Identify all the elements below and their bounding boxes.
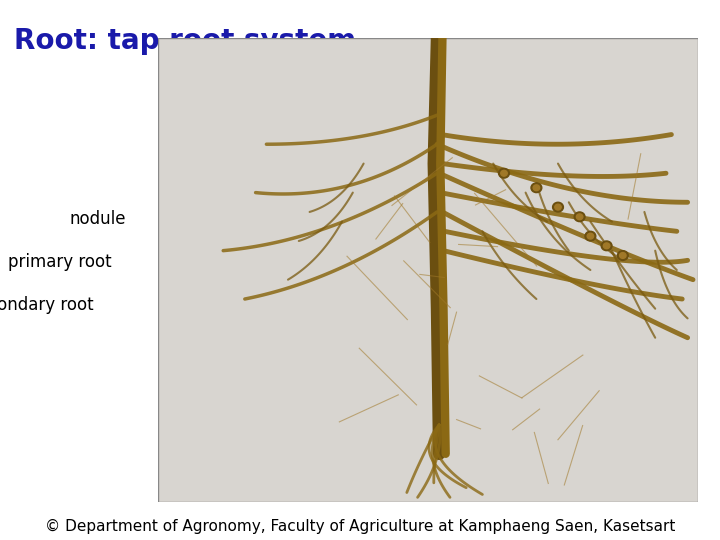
Circle shape (588, 233, 593, 239)
Text: Root: tap root system: Root: tap root system (14, 27, 356, 55)
Circle shape (531, 183, 541, 193)
Circle shape (498, 168, 510, 178)
Circle shape (533, 185, 540, 191)
Circle shape (575, 212, 585, 221)
Text: primary root: primary root (8, 253, 112, 271)
Text: © Department of Agronomy, Faculty of Agriculture at Kamphaeng Saen, Kasetsart: © Department of Agronomy, Faculty of Agr… (45, 519, 675, 534)
Text: nodule: nodule (70, 210, 126, 228)
Circle shape (585, 231, 596, 241)
Circle shape (553, 202, 563, 212)
Circle shape (619, 253, 626, 258)
Circle shape (554, 204, 562, 210)
Circle shape (618, 251, 628, 260)
Circle shape (577, 214, 583, 220)
Circle shape (501, 170, 507, 176)
Text: secondary root: secondary root (0, 296, 94, 314)
Circle shape (603, 243, 610, 249)
Circle shape (601, 241, 612, 251)
